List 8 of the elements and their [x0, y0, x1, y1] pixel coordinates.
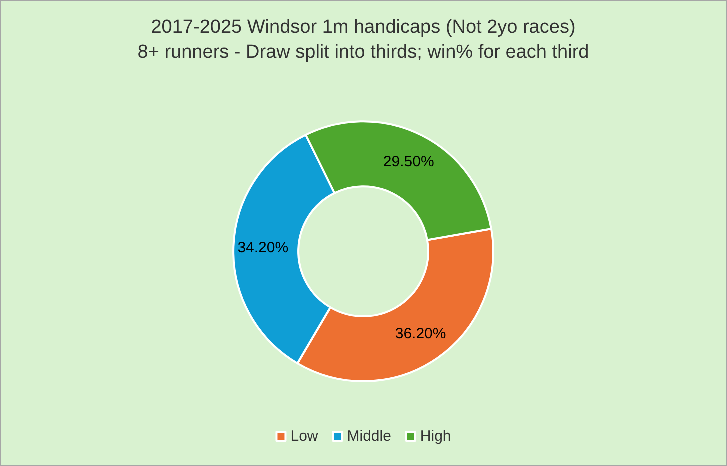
legend-label: Low: [290, 428, 318, 445]
legend-label: Middle: [347, 428, 392, 445]
data-label: 36.20%: [395, 326, 446, 343]
chart-title: 2017-2025 Windsor 1m handicaps (Not 2yo races): [151, 17, 576, 38]
data-label: 29.50%: [383, 153, 434, 170]
legend-label: High: [420, 428, 452, 445]
data-label: 34.20%: [238, 239, 289, 256]
chart-subtitle: 8+ runners - Draw split into thirds; win% for each third: [138, 42, 590, 63]
